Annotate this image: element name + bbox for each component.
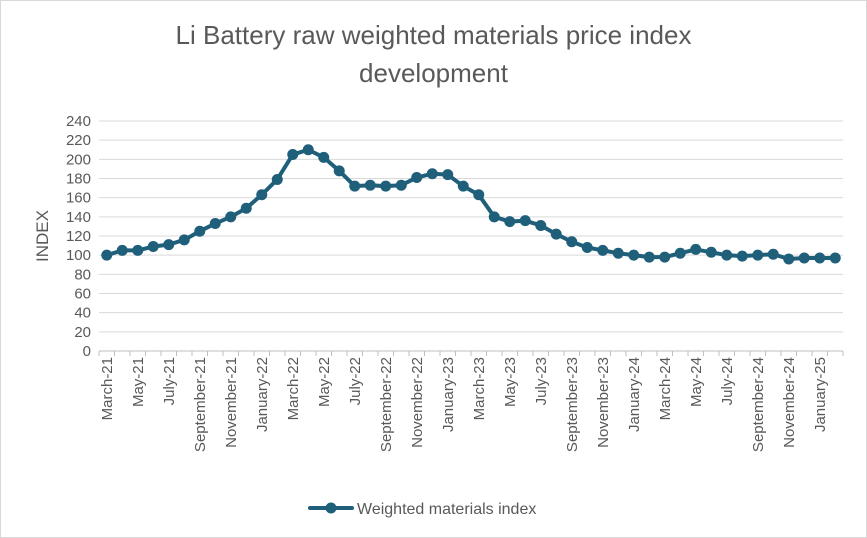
data-point [705, 246, 717, 258]
data-point [209, 218, 221, 230]
x-axis [98, 350, 844, 356]
data-point [814, 252, 826, 264]
data-point [116, 244, 128, 256]
data-point [457, 180, 469, 192]
legend-dot-marker [325, 502, 337, 514]
data-point [178, 234, 190, 246]
y-tick-label: 140 [66, 209, 91, 226]
data-point [829, 252, 841, 264]
data-point [767, 248, 779, 260]
x-tick-label: July-22 [347, 357, 364, 405]
data-point [256, 189, 268, 201]
data-point [426, 168, 438, 180]
x-tick-label: March-22 [285, 357, 302, 420]
data-point [798, 252, 810, 264]
y-axis-label: INDEX [33, 210, 52, 262]
y-tick-label: 100 [66, 247, 91, 264]
data-point [147, 241, 159, 253]
y-tick-label: 60 [74, 286, 91, 303]
data-point [612, 247, 624, 259]
x-tick-label: March-21 [99, 357, 116, 420]
y-tick-label: 40 [74, 305, 91, 322]
legend-label: Weighted materials index [357, 501, 536, 518]
x-tick-label: July-23 [533, 357, 550, 405]
data-point [287, 149, 299, 161]
chart-title: Li Battery raw weighted materials price … [175, 20, 692, 88]
y-tick-label: 240 [66, 113, 91, 130]
x-tick-label: July-21 [161, 357, 178, 405]
y-axis-ticks: 0 20 40 60 80 100 120 140 160 180 200 220 240 [66, 113, 91, 360]
data-point [783, 253, 795, 265]
x-tick-label: September-21 [192, 357, 209, 452]
data-point [643, 251, 655, 263]
gridlines [99, 120, 843, 333]
data-point [240, 202, 252, 214]
y-tick-label: 180 [66, 171, 91, 188]
y-tick-label: 220 [66, 132, 91, 149]
x-tick-label: September-24 [750, 357, 767, 452]
x-tick-label: May-23 [502, 357, 519, 407]
data-point [628, 249, 640, 261]
data-point [349, 180, 361, 192]
x-tick-label: November-23 [595, 357, 612, 448]
data-point [132, 244, 144, 256]
data-point [333, 165, 345, 177]
x-tick-label: November-21 [223, 357, 240, 448]
y-tick-label: 80 [74, 266, 91, 283]
y-tick-label: 120 [66, 228, 91, 245]
data-point [659, 251, 671, 263]
x-tick-label: September-22 [378, 357, 395, 452]
x-axis-ticks: March-21 May-21 July-21 September-21 Novembe… [99, 357, 829, 452]
data-point [674, 247, 686, 259]
y-tick-label: 0 [83, 343, 91, 360]
data-point [194, 225, 206, 237]
plot-area [101, 144, 841, 265]
data-point [318, 151, 330, 163]
data-point [519, 215, 531, 227]
x-tick-label: March-23 [471, 357, 488, 420]
data-point [101, 249, 113, 261]
data-point [690, 243, 702, 255]
x-tick-label: January-22 [254, 357, 271, 432]
data-point [752, 249, 764, 261]
x-tick-label: May-21 [130, 357, 147, 407]
x-tick-label: January-24 [626, 357, 643, 432]
data-point [473, 189, 485, 201]
x-tick-label: November-24 [781, 357, 798, 448]
data-point [225, 211, 237, 223]
x-tick-label: November-22 [409, 357, 426, 448]
data-point [597, 244, 609, 256]
series-line [104, 147, 838, 261]
x-tick-label: July-24 [719, 357, 736, 405]
y-tick-label: 20 [74, 324, 91, 341]
data-point [736, 250, 748, 262]
x-tick-label: March-24 [657, 357, 674, 420]
data-point [581, 242, 593, 253]
data-point [271, 173, 283, 185]
data-point [411, 172, 423, 184]
data-point [721, 249, 733, 261]
data-point [364, 179, 376, 191]
data-point [504, 216, 516, 228]
x-tick-label: January-23 [440, 357, 457, 432]
data-point [566, 236, 578, 248]
data-point [535, 219, 547, 231]
data-point [380, 180, 392, 192]
x-tick-label: May-22 [316, 357, 333, 407]
data-point [302, 144, 314, 156]
legend: Weighted materials index [308, 501, 536, 518]
data-point [550, 228, 562, 240]
x-tick-label: September-23 [564, 357, 581, 452]
x-tick-label: January-25 [812, 357, 829, 432]
data-point [488, 211, 500, 223]
y-tick-label: 200 [66, 151, 91, 168]
data-point [442, 169, 454, 181]
data-point [395, 179, 407, 191]
x-tick-label: May-24 [688, 357, 705, 407]
data-point [163, 239, 175, 251]
y-tick-label: 160 [66, 190, 91, 207]
